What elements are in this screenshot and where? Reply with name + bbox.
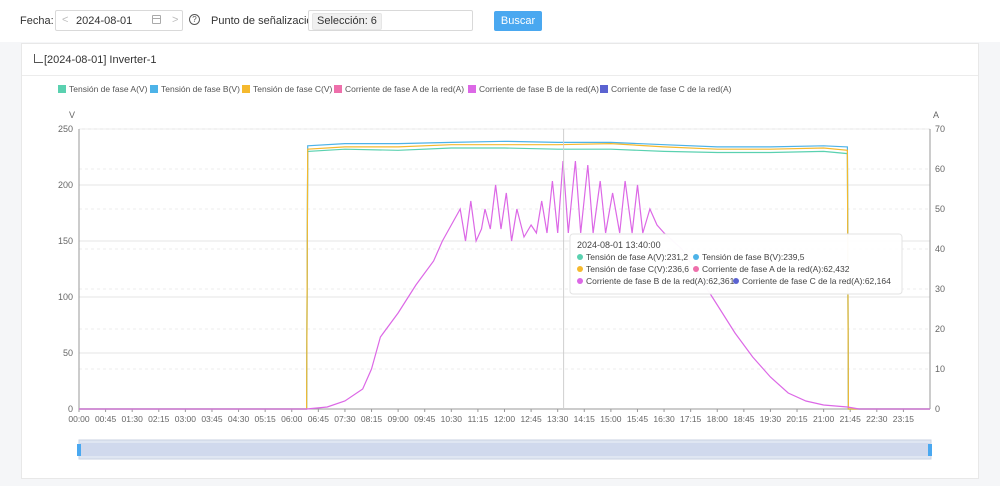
zoom-handle-right[interactable]	[928, 444, 932, 456]
calendar-icon[interactable]	[152, 15, 161, 24]
y-right-tick-label: 50	[935, 204, 945, 214]
x-tick-label: 00:45	[95, 414, 117, 424]
help-icon[interactable]: ?	[189, 14, 200, 25]
x-tick-label: 21:00	[813, 414, 835, 424]
next-day-icon[interactable]: >	[172, 14, 179, 26]
tooltip-entry: Corriente de fase B de la red(A):62,361	[586, 276, 735, 286]
legend-swatch[interactable]	[58, 85, 66, 93]
x-tick-label: 12:00	[494, 414, 516, 424]
legend-swatch[interactable]	[600, 85, 608, 93]
zoom-slider-selection[interactable]	[80, 443, 930, 456]
x-tick-label: 02:15	[148, 414, 170, 424]
prev-day-icon[interactable]: <	[62, 14, 69, 26]
y-right-tick-label: 20	[935, 324, 945, 334]
x-tick-label: 23:15	[893, 414, 915, 424]
y-left-tick-label: 150	[58, 236, 73, 246]
x-tick-label: 05:15	[255, 414, 277, 424]
legend-label: Tensión de fase A(V)	[69, 84, 148, 94]
x-tick-label: 17:15	[680, 414, 702, 424]
y-left-tick-label: 100	[58, 292, 73, 302]
tooltip-dot	[577, 254, 583, 260]
zoom-handle-left[interactable]	[77, 444, 81, 456]
x-tick-label: 18:45	[733, 414, 755, 424]
y-left-tick-label: 200	[58, 180, 73, 190]
legend-swatch[interactable]	[334, 85, 342, 93]
tooltip-dot	[693, 266, 699, 272]
x-tick-label: 11:15	[468, 414, 489, 424]
x-tick-label: 19:30	[760, 414, 782, 424]
x-tick-label: 08:15	[361, 414, 383, 424]
tooltip-entry: Tensión de fase C(V):236,6	[586, 264, 689, 274]
panel-header: [2024-08-01] Inverter-1	[22, 44, 978, 76]
y-right-tick-label: 30	[935, 284, 945, 294]
legend-swatch[interactable]	[150, 85, 158, 93]
legend-swatch[interactable]	[242, 85, 250, 93]
point-select[interactable]: Selección: 6	[308, 10, 473, 31]
line-chart-icon	[34, 54, 43, 63]
x-tick-label: 20:15	[786, 414, 808, 424]
legend-swatch[interactable]	[468, 85, 476, 93]
toolbar: Fecha: < 2024-08-01 > ? Punto de señaliz…	[0, 0, 1000, 42]
tooltip-box	[569, 233, 903, 295]
y-right-unit: A	[933, 110, 939, 120]
panel-title: [2024-08-01] Inverter-1	[44, 54, 157, 66]
series-line-tension-c	[79, 142, 930, 410]
series-line-tension-b	[79, 140, 930, 410]
tooltip-dot	[577, 278, 583, 284]
x-tick-label: 09:45	[414, 414, 436, 424]
tooltip-dot	[733, 278, 739, 284]
y-right-tick-label: 70	[935, 124, 945, 134]
x-tick-label: 15:45	[627, 414, 649, 424]
legend-label: Corriente de fase A de la red(A)	[345, 84, 464, 94]
x-tick-label: 10:30	[441, 414, 463, 424]
y-left-unit: V	[69, 110, 75, 120]
y-left-tick-label: 250	[58, 124, 73, 134]
tooltip-dot	[693, 254, 699, 260]
series-line-tension-a	[79, 147, 930, 410]
x-tick-label: 16:30	[653, 414, 675, 424]
legend-label: Corriente de fase C de la red(A)	[611, 84, 732, 94]
x-tick-label: 04:30	[228, 414, 250, 424]
y-left-tick-label: 0	[68, 404, 73, 414]
x-tick-label: 12:45	[520, 414, 542, 424]
tooltip-time: 2024-08-01 13:40:00	[577, 240, 661, 250]
tooltip-entry: Tensión de fase A(V):231,2	[586, 252, 688, 262]
x-tick-label: 21:45	[840, 414, 862, 424]
x-tick-label: 00:00	[68, 414, 90, 424]
x-tick-label: 15:00	[600, 414, 622, 424]
y-right-tick-label: 40	[935, 244, 945, 254]
point-tag[interactable]: Selección: 6	[312, 13, 382, 30]
x-tick-label: 22:30	[866, 414, 888, 424]
tooltip-entry: Tensión de fase B(V):239,5	[702, 252, 805, 262]
date-label: Fecha:	[20, 15, 54, 27]
tooltip-entry: Corriente de fase A de la red(A):62,432	[702, 264, 850, 274]
y-left-tick-label: 50	[63, 348, 73, 358]
x-tick-label: 07:30	[334, 414, 356, 424]
tooltip-entry: Corriente de fase C de la red(A):62,164	[742, 276, 891, 286]
legend-label: Corriente de fase B de la red(A)	[479, 84, 599, 94]
x-tick-label: 01:30	[122, 414, 144, 424]
x-tick-label: 06:45	[308, 414, 330, 424]
x-tick-label: 09:00	[387, 414, 409, 424]
x-tick-label: 18:00	[707, 414, 729, 424]
legend-label: Tensión de fase B(V)	[161, 84, 240, 94]
x-tick-label: 13:30	[547, 414, 569, 424]
y-right-tick-label: 0	[935, 404, 940, 414]
date-picker[interactable]: < 2024-08-01 >	[55, 10, 183, 31]
y-right-tick-label: 10	[935, 364, 945, 374]
x-tick-label: 06:00	[281, 414, 303, 424]
legend-label: Tensión de fase C(V)	[253, 84, 333, 94]
x-tick-label: 03:45	[201, 414, 223, 424]
search-button[interactable]: Buscar	[494, 11, 542, 31]
y-right-tick-label: 60	[935, 164, 945, 174]
x-tick-label: 14:15	[574, 414, 596, 424]
x-tick-label: 03:00	[175, 414, 197, 424]
date-value[interactable]: 2024-08-01	[76, 15, 133, 27]
tooltip-dot	[577, 266, 583, 272]
